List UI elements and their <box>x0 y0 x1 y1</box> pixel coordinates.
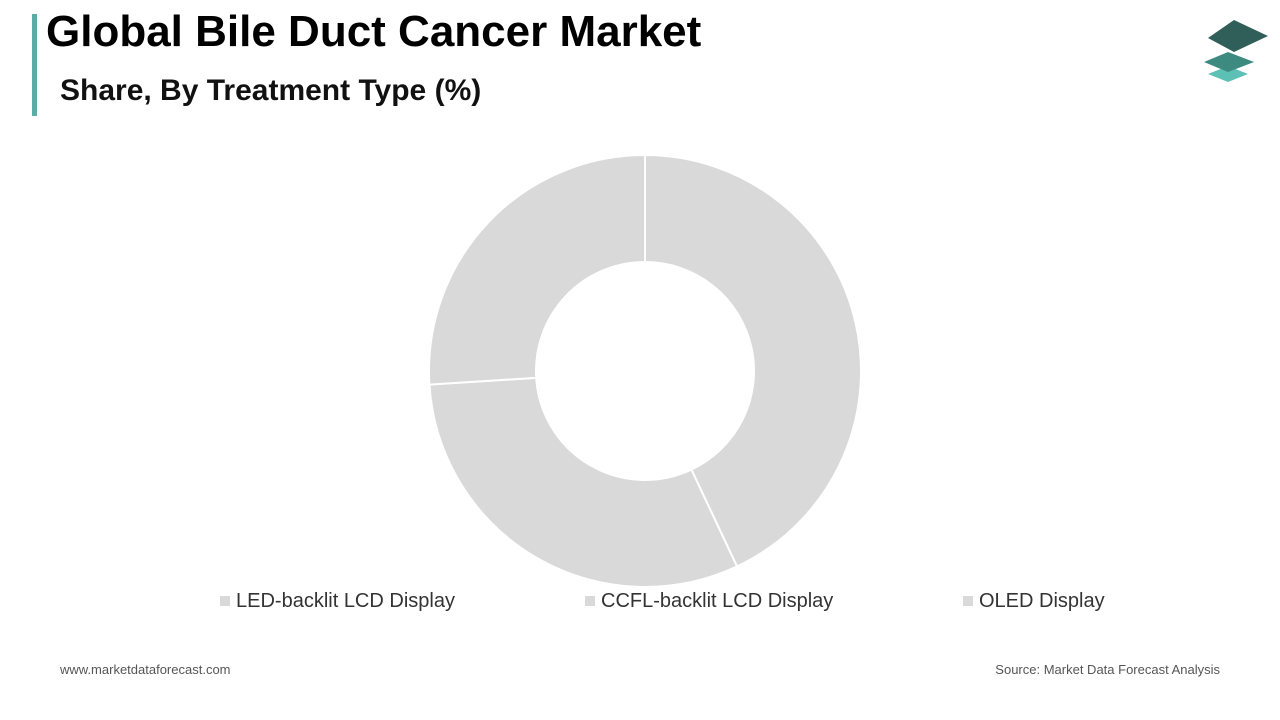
legend-swatch-led <box>220 596 230 606</box>
legend-label-ccfl: CCFL-backlit LCD Display <box>601 590 834 612</box>
footer-source: Source: Market Data Forecast Analysis <box>995 662 1220 677</box>
chart-legend: LED-backlit LCD Display CCFL-backlit LCD… <box>0 588 1280 616</box>
legend-swatch-ccfl <box>585 596 595 606</box>
footer-website[interactable]: www.marketdataforecast.com <box>60 662 231 677</box>
slice-led <box>644 153 862 568</box>
legend-label-oled: OLED Display <box>979 590 1105 612</box>
legend-item-ccfl: CCFL-backlit LCD Display <box>585 588 833 614</box>
legend-item-oled: OLED Display <box>963 588 1105 614</box>
logo-layer-middle <box>1204 52 1254 72</box>
donut-slices <box>428 153 862 588</box>
logo-layer-top <box>1208 20 1268 52</box>
legend-label-led: LED-backlit LCD Display <box>236 590 455 612</box>
slice-ccfl <box>428 376 739 588</box>
stacked-layers-icon <box>1204 20 1268 82</box>
legend-swatch-oled <box>963 596 973 606</box>
logo-layer-bottom <box>1208 66 1248 82</box>
title-accent-bar <box>32 14 37 116</box>
slice-oled <box>428 153 646 386</box>
page-subtitle: Share, By Treatment Type (%) <box>60 74 482 107</box>
page-title: Global Bile Duct Cancer Market <box>46 7 702 56</box>
legend-item-led: LED-backlit LCD Display <box>220 588 455 614</box>
